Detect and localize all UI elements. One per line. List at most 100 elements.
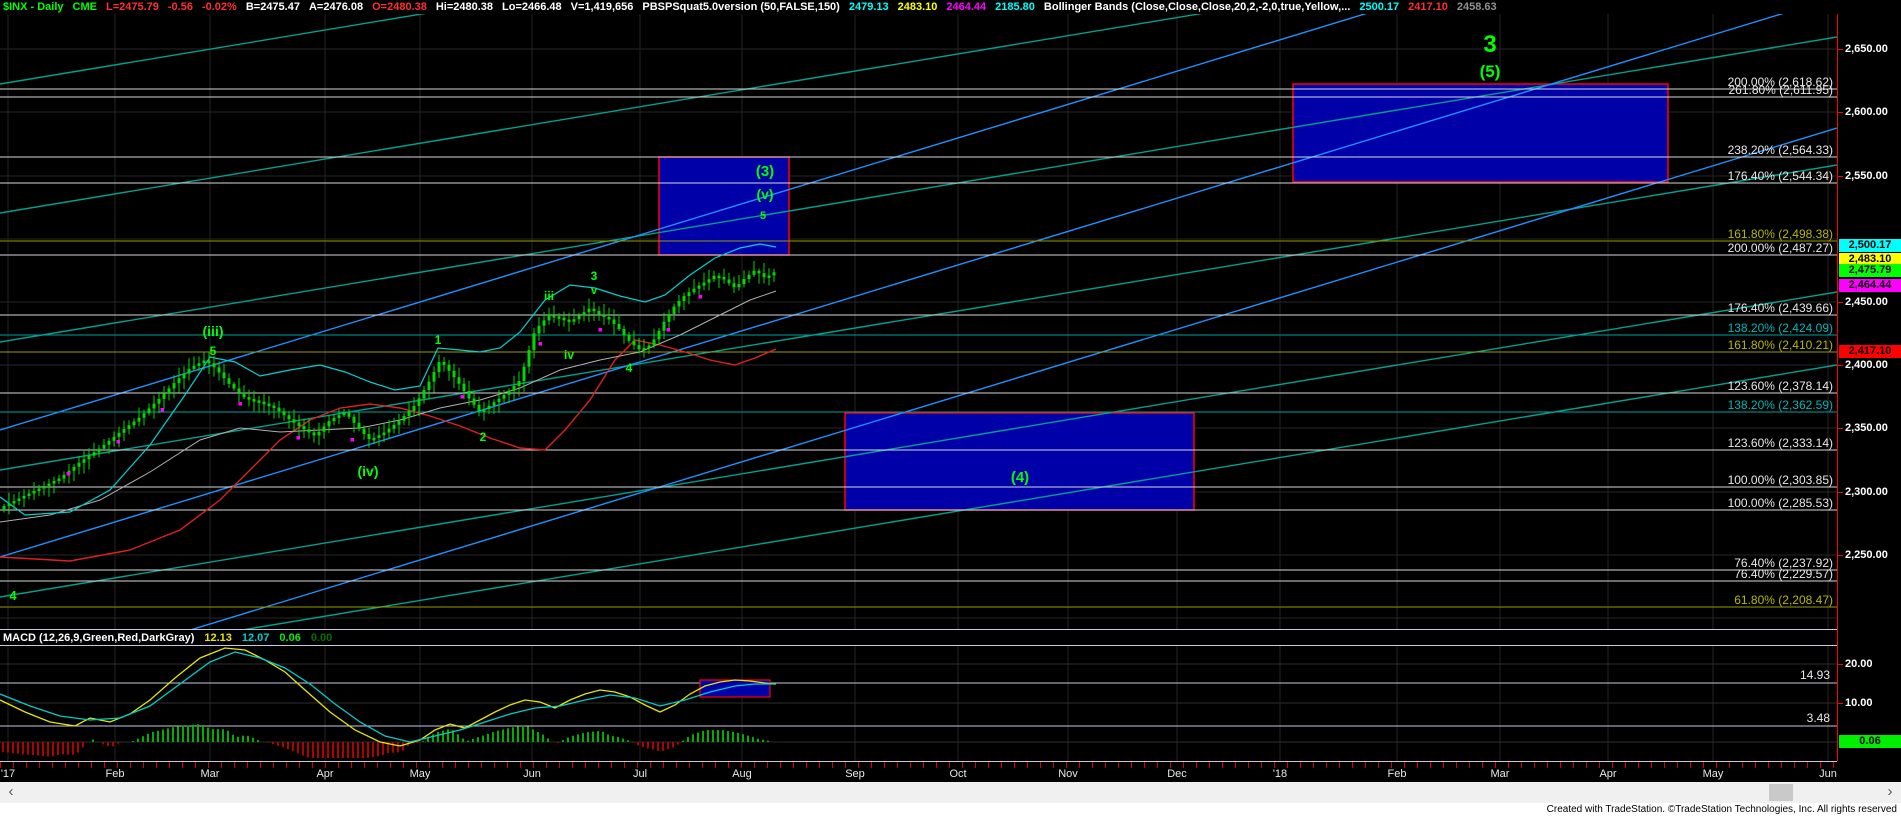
copyright-text: Created with TradeStation. ©TradeStation… [1546, 804, 1897, 815]
month-label: Dec [1167, 768, 1187, 780]
macd-signal-line [0, 651, 776, 743]
price-badge: 2,417.10 [1839, 345, 1901, 358]
title-segment: $INX - Daily [3, 1, 64, 13]
wave-label: iv [564, 348, 574, 362]
scroll-left-button[interactable]: ‹ [8, 783, 14, 800]
axis-tick-mark [1838, 703, 1843, 704]
price-badge: 2,483.10 [1839, 253, 1901, 266]
fibonacci-levels: 200.00% (2,618.62)261.80% (2,611.95) 238.… [0, 75, 1837, 608]
price-tick-label: 2,550.00 [1845, 170, 1888, 182]
month-label: Jun [1819, 768, 1837, 780]
bollinger-bands [0, 243, 777, 562]
macd-panel[interactable]: 14.93 3.48 [0, 646, 1837, 761]
title-segment: PBSPSquat5.0version (50,FALSE,150) [642, 1, 840, 13]
macd-grid [0, 646, 1837, 761]
panel-separator [0, 761, 1837, 762]
month-label: Apr [1599, 768, 1617, 780]
wave5-target [1292, 83, 1669, 183]
price-badge: 2,500.17 [1839, 239, 1901, 252]
fib-level-label: 76.40% (2,229.57) [1734, 567, 1833, 581]
candlestick-chart[interactable]: 200.00% (2,618.62)261.80% (2,611.95) 238.… [0, 14, 1837, 629]
title-segment: 2458.63 [1456, 1, 1497, 13]
price-tick-label: 2,250.00 [1845, 549, 1888, 561]
fib-level-label: 138.20% (2,424.09) [1728, 321, 1833, 335]
fib-level-label: 100.00% (2,285.53) [1728, 496, 1833, 510]
month-label: May [1702, 768, 1724, 780]
axis-tick-mark [1838, 112, 1843, 113]
price-axis[interactable]: 2,650.00 2,600.00 2,550.00 2,450.00 2,400.00… [1837, 14, 1901, 761]
title-segment: O=2480.38 [372, 1, 427, 13]
time-axis[interactable]: '17 Feb Mar Apr May Jun Jul Aug Sep Oct Nov Dec '18 F… [0, 762, 1901, 782]
title-segment: A=2476.08 [308, 1, 364, 13]
fib-level-label: 138.20% (2,362.59) [1728, 398, 1833, 412]
wave-label: (v) [756, 186, 773, 202]
macd-value: 0.00 [310, 631, 333, 644]
pbsp-squat-dots [66, 295, 702, 476]
fib-level-label: 123.60% (2,333.14) [1728, 436, 1833, 450]
wave-label: 3 [1483, 31, 1496, 58]
month-label: Jun [523, 768, 541, 780]
horizontal-scrollbar[interactable]: ‹ › [0, 782, 1901, 803]
price-tick-label: 2,600.00 [1845, 106, 1888, 118]
title-segment: 2500.17 [1359, 1, 1400, 13]
scrollbar-thumb[interactable] [1769, 784, 1793, 801]
month-label: Feb [105, 768, 125, 780]
title-segment: V=1,419,656 [570, 1, 634, 13]
elliott-wave-target-boxes [658, 83, 1669, 511]
macd-tick-label: 20.00 [1845, 658, 1873, 670]
axis-tick-mark [1838, 428, 1843, 429]
wave-label: (5) [1480, 62, 1501, 81]
axis-tick-mark [1838, 492, 1843, 493]
title-segment: -0.02% [201, 1, 237, 13]
month-label: Aug [732, 768, 752, 780]
wave-label: 2 [480, 430, 487, 444]
axis-tick-mark [1838, 555, 1843, 556]
price-tick-label: 2,450.00 [1845, 296, 1888, 308]
wave-label: 4 [9, 588, 17, 603]
price-tick-label: 2,300.00 [1845, 486, 1888, 498]
fib-level-label: 161.80% (2,410.21) [1728, 338, 1833, 352]
fib-level-label: 123.60% (2,378.14) [1728, 379, 1833, 393]
wave-label: v [591, 285, 598, 297]
macd-indicator-label-row: MACD (12,26,9,Green,Red,DarkGray) 12.13 12… [0, 630, 1840, 645]
bollinger-upper-band [0, 243, 777, 516]
macd-value: 12.13 [204, 631, 232, 644]
wave-label: 5 [760, 210, 766, 222]
macd-value: 0.06 [279, 631, 301, 644]
title-segment: 2479.13 [848, 1, 889, 13]
month-label: Mar [200, 768, 220, 780]
title-segment: Lo=2466.48 [502, 1, 562, 13]
axis-tick-mark [1838, 365, 1843, 366]
chart-title-bar: $INX - Daily CME L=2475.79 -0.56 -0.02% B=247… [0, 0, 1901, 14]
price-chart-canvas[interactable]: 200.00% (2,618.62) 261.80% (2,611.95) 238.… [0, 14, 1837, 629]
copyright-bar: Created with TradeStation. ©TradeStation… [0, 803, 1901, 816]
panel-separator [0, 629, 1837, 630]
wave-label: (iv) [358, 463, 379, 479]
bollinger-middle-band [0, 290, 777, 523]
macd-study-name: MACD (12,26,9,Green,Red,DarkGray) [3, 631, 195, 644]
scroll-right-button[interactable]: › [1887, 783, 1893, 800]
title-segment: 2483.10 [897, 1, 938, 13]
price-badge: 2,475.79 [1839, 264, 1901, 277]
title-segment: Hi=2480.38 [435, 1, 494, 13]
wave3-target [658, 156, 790, 256]
title-segment: 2464.44 [946, 1, 987, 13]
trend-channel-lines [0, 14, 1837, 629]
fib-level-label: 61.80% (2,208.47) [1734, 593, 1833, 607]
fib-level-label: 261.80% (2,611.95) [1728, 83, 1833, 97]
fib-level-label: 161.80% (2,498.38) [1728, 227, 1833, 241]
wave-label: 4 [626, 361, 633, 375]
month-label: Oct [949, 768, 967, 780]
wave-label: (3) [756, 163, 774, 180]
bollinger-lower-band [0, 339, 777, 562]
month-label: Nov [1058, 768, 1078, 780]
title-segment: 2185.80 [995, 1, 1035, 13]
fib-level-label: 200.00% (2,487.27) [1728, 241, 1833, 255]
axis-tick-mark [1838, 664, 1843, 665]
axis-tick-mark [1838, 176, 1843, 177]
fib-level-label: 176.40% (2,544.34) [1728, 169, 1833, 183]
month-label: '17 [0, 768, 16, 780]
fib-level-label: 200.00% (2,618.62) [1728, 75, 1833, 89]
fib-level-label: 76.40% (2,237.92) [1734, 556, 1833, 570]
